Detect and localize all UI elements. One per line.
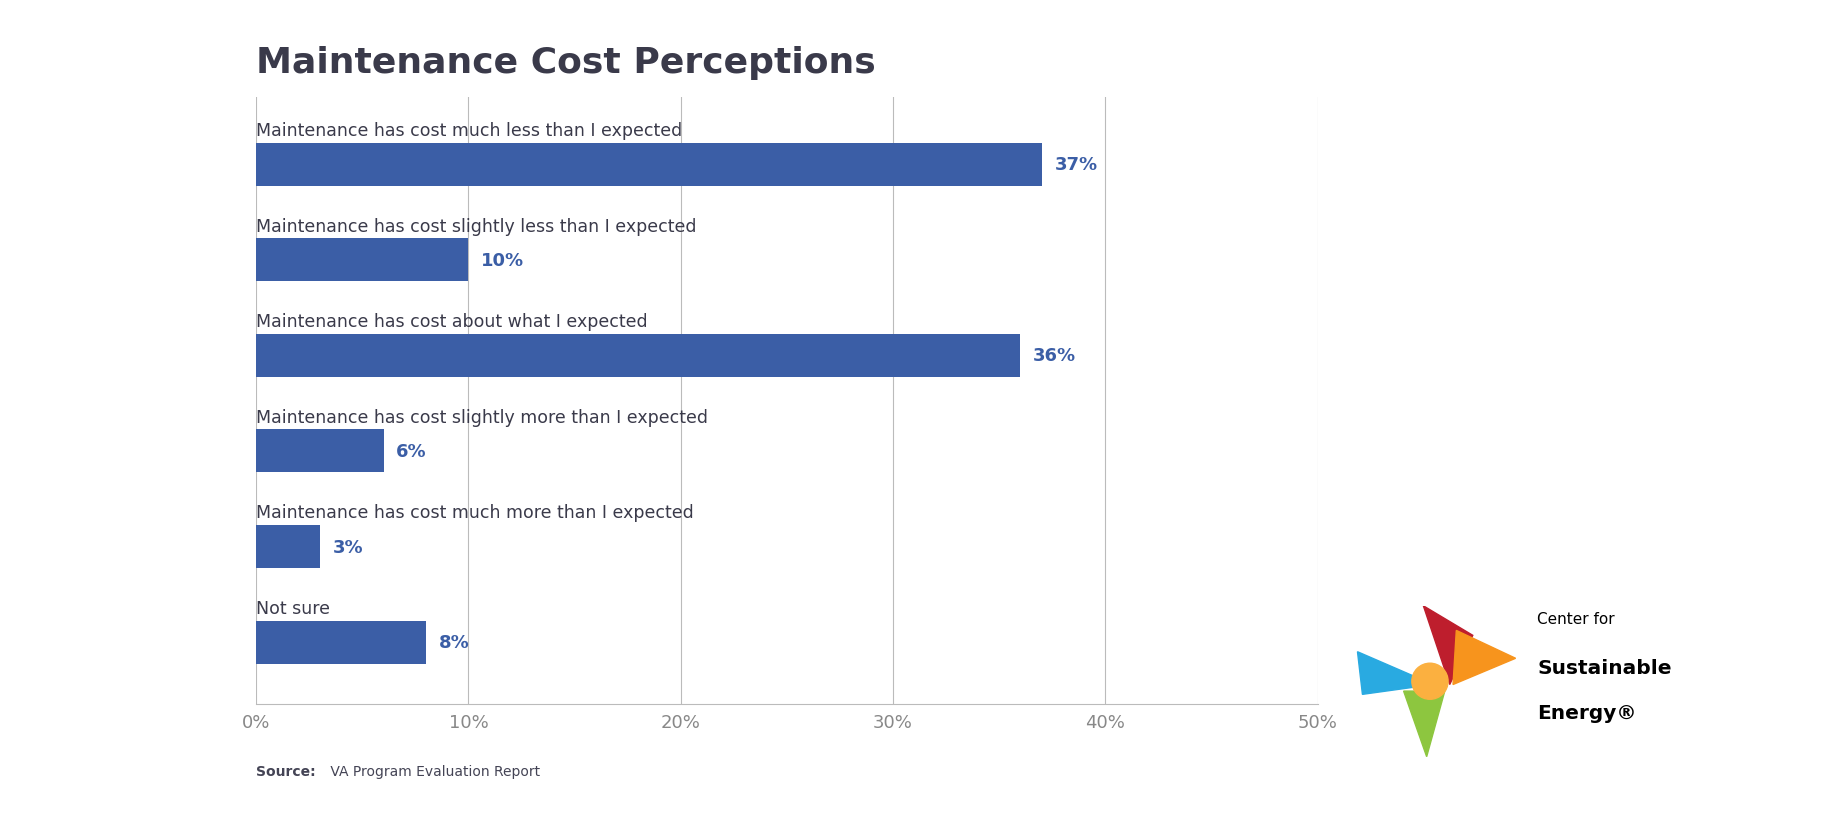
Polygon shape bbox=[1358, 652, 1433, 695]
Bar bbox=[256, 525, 320, 568]
Bar bbox=[256, 143, 1041, 187]
Bar bbox=[256, 334, 1021, 378]
Text: Center for: Center for bbox=[1537, 611, 1614, 626]
Text: VA Program Evaluation Report: VA Program Evaluation Report bbox=[326, 764, 540, 778]
Text: 36%: 36% bbox=[1034, 347, 1076, 365]
Text: Not sure: Not sure bbox=[256, 599, 329, 617]
Text: Maintenance Cost Perceptions: Maintenance Cost Perceptions bbox=[256, 47, 877, 80]
Text: Maintenance has cost slightly less than I expected: Maintenance has cost slightly less than … bbox=[256, 217, 697, 235]
Bar bbox=[256, 239, 468, 282]
Polygon shape bbox=[1404, 691, 1444, 757]
Text: Maintenance has cost slightly more than I expected: Maintenance has cost slightly more than … bbox=[256, 408, 708, 426]
Polygon shape bbox=[1453, 631, 1515, 685]
Text: Maintenance has cost much less than I expected: Maintenance has cost much less than I ex… bbox=[256, 122, 683, 140]
Text: 10%: 10% bbox=[481, 251, 525, 269]
Bar bbox=[256, 430, 384, 473]
Text: Sustainable: Sustainable bbox=[1537, 658, 1671, 677]
Text: Energy®: Energy® bbox=[1537, 703, 1636, 722]
Text: 3%: 3% bbox=[333, 538, 362, 556]
Text: Maintenance has cost much more than I expected: Maintenance has cost much more than I ex… bbox=[256, 504, 694, 522]
Polygon shape bbox=[1424, 606, 1473, 685]
Text: 37%: 37% bbox=[1054, 156, 1098, 174]
Text: Maintenance has cost about what I expected: Maintenance has cost about what I expect… bbox=[256, 313, 648, 331]
Circle shape bbox=[1413, 663, 1448, 699]
Text: 8%: 8% bbox=[439, 633, 470, 651]
Text: 6%: 6% bbox=[397, 442, 426, 460]
Bar bbox=[256, 621, 426, 663]
Text: Source:: Source: bbox=[256, 764, 317, 778]
